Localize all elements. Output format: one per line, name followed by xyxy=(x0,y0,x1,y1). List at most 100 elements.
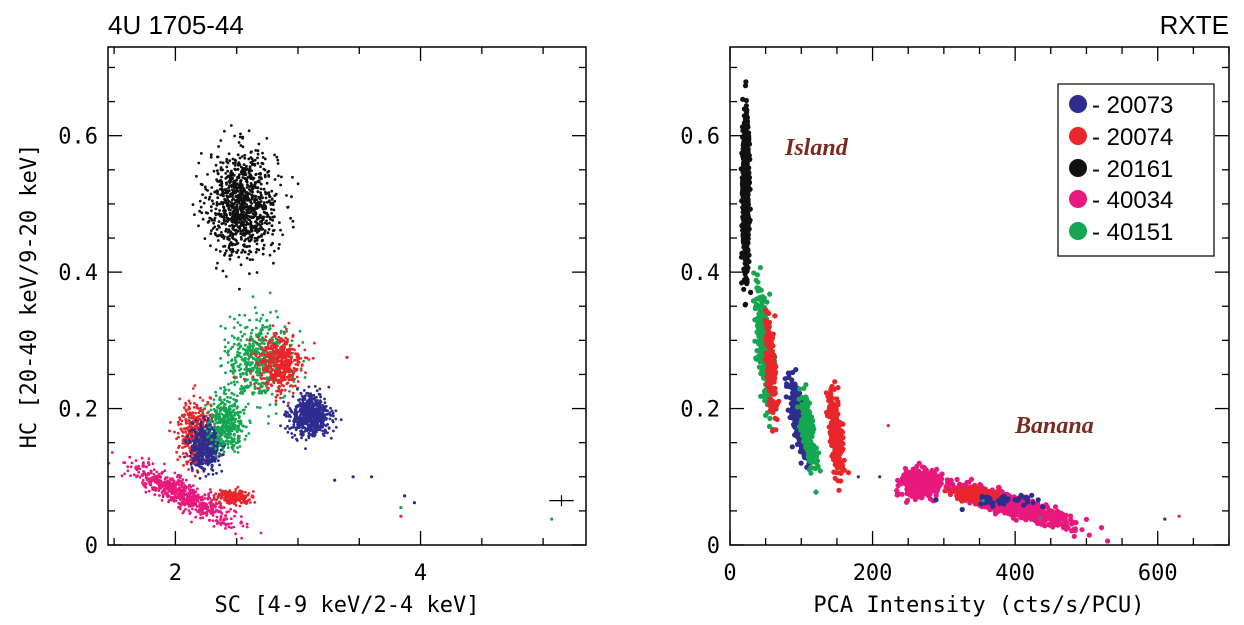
data-point xyxy=(240,155,244,158)
data-point xyxy=(239,375,243,379)
data-point xyxy=(218,187,222,191)
outlier-point xyxy=(351,475,355,479)
data-point xyxy=(230,201,233,205)
data-point xyxy=(307,358,311,361)
data-point xyxy=(216,179,220,183)
data-point xyxy=(228,424,231,428)
data-point xyxy=(221,161,225,165)
data-point xyxy=(281,379,284,382)
outlier-point xyxy=(345,355,349,359)
data-point xyxy=(305,419,309,423)
data-point xyxy=(189,413,193,417)
data-point xyxy=(290,410,294,414)
data-point xyxy=(187,468,191,471)
data-point xyxy=(240,358,244,361)
data-point xyxy=(301,341,305,344)
data-point xyxy=(319,395,322,399)
data-point xyxy=(214,163,218,167)
data-point xyxy=(202,415,206,419)
data-point xyxy=(235,187,239,191)
data-point xyxy=(293,412,296,416)
data-point xyxy=(237,141,241,144)
data-point xyxy=(219,234,223,237)
data-point xyxy=(233,383,237,386)
data-point xyxy=(248,188,251,191)
data-point xyxy=(216,172,220,176)
data-point xyxy=(191,203,195,207)
data-point xyxy=(241,424,245,427)
data-point xyxy=(316,409,320,413)
data-point xyxy=(237,161,241,165)
data-point xyxy=(144,486,148,489)
data-point xyxy=(215,190,219,194)
data-point xyxy=(263,229,267,233)
data-point xyxy=(234,361,238,364)
data-point xyxy=(217,224,220,228)
data-point xyxy=(248,258,252,261)
data-point xyxy=(229,347,233,351)
data-point xyxy=(207,410,211,414)
data-point xyxy=(271,229,275,233)
data-point xyxy=(256,186,260,190)
data-point xyxy=(272,208,276,212)
data-point xyxy=(278,359,282,363)
data-point xyxy=(218,396,222,399)
data-point xyxy=(214,207,218,211)
data-point xyxy=(253,387,257,390)
data-point xyxy=(268,359,271,363)
data-point xyxy=(200,445,204,448)
data-point xyxy=(249,383,253,386)
data-point xyxy=(236,249,240,252)
data-point xyxy=(282,384,286,388)
data-point xyxy=(271,342,275,346)
data-point xyxy=(277,174,280,178)
data-point xyxy=(236,167,240,171)
data-point xyxy=(278,367,281,371)
data-point xyxy=(237,255,241,259)
data-point xyxy=(150,479,154,483)
data-point xyxy=(175,437,179,441)
data-point xyxy=(203,446,207,450)
data-point xyxy=(216,239,220,242)
data-point xyxy=(206,417,210,421)
data-point xyxy=(243,194,246,198)
data-point xyxy=(220,521,224,524)
data-point xyxy=(249,225,253,229)
data-point xyxy=(249,220,253,224)
data-point xyxy=(240,172,244,176)
data-point xyxy=(285,330,289,333)
data-point xyxy=(270,360,273,364)
data-point xyxy=(248,244,251,248)
data-point xyxy=(183,484,187,488)
data-point xyxy=(265,376,269,380)
data-point xyxy=(234,191,237,195)
left-xlabel: SC [4-9 keV/2-4 keV] xyxy=(215,593,480,618)
data-point xyxy=(239,387,242,391)
data-point xyxy=(313,385,317,388)
data-point xyxy=(188,494,191,497)
data-point xyxy=(202,201,206,205)
data-point xyxy=(309,392,312,396)
data-point xyxy=(270,208,273,211)
data-point xyxy=(248,339,252,342)
data-point xyxy=(245,338,249,342)
data-point xyxy=(186,503,190,506)
data-point xyxy=(210,209,213,213)
data-point xyxy=(205,429,209,433)
data-point xyxy=(270,197,274,201)
data-point xyxy=(194,490,198,494)
data-point xyxy=(123,461,127,464)
data-point xyxy=(270,336,274,340)
data-point xyxy=(194,411,198,415)
data-point xyxy=(223,424,226,428)
data-point xyxy=(257,355,261,359)
data-point xyxy=(290,195,293,199)
data-point xyxy=(263,231,266,235)
data-point xyxy=(217,451,221,455)
data-point xyxy=(291,369,294,373)
data-point xyxy=(322,413,326,417)
data-point xyxy=(224,392,228,396)
data-point xyxy=(237,425,240,428)
data-point xyxy=(259,372,263,375)
